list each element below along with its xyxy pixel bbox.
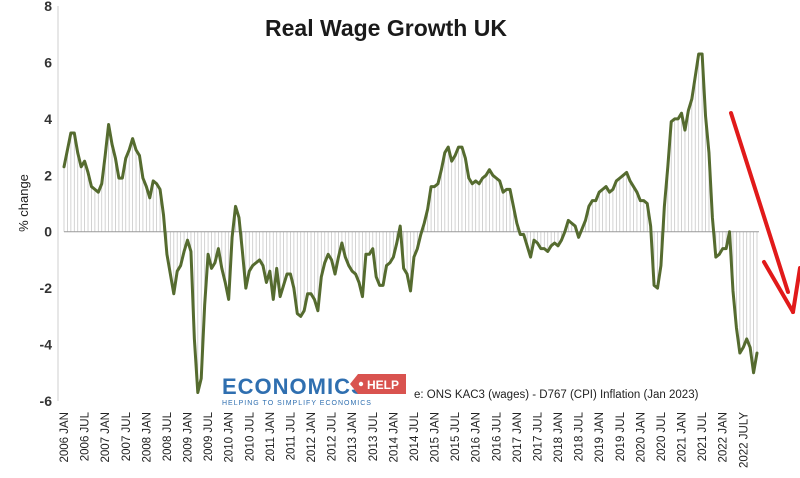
x-tick-label: 2012 JUL [327, 411, 339, 461]
x-tick-label: 2021 JAN [677, 412, 689, 463]
x-tick-label: 2010 JAN [224, 412, 236, 463]
x-tick-label: 2019 JAN [594, 412, 606, 463]
y-tick-label: -6 [40, 393, 53, 409]
red-arrow-shaft [729, 111, 790, 294]
x-tick-label: 2017 JUL [532, 411, 544, 461]
x-tick-label: 2011 JAN [265, 412, 277, 462]
y-tick-label: 4 [44, 111, 52, 127]
x-tick-label: 2009 JUL [203, 411, 215, 461]
logo-main-text: ECONOMICS [222, 374, 367, 399]
y-tick-label: 8 [44, 0, 52, 14]
x-tick-label: 2007 JUL [121, 411, 133, 461]
x-tick-label: 2007 JAN [100, 412, 112, 463]
x-tick-label: 2017 JAN [512, 412, 524, 463]
x-tick-label: 2012 JAN [306, 412, 318, 463]
x-tick-label: 2013 JUL [368, 411, 380, 461]
y-tick-label: -2 [40, 280, 53, 296]
x-tick-label: 2008 JAN [141, 412, 153, 463]
x-tick-label: 2008 JUL [162, 411, 174, 461]
chart-title: Real Wage Growth UK [265, 15, 507, 41]
x-tick-label: 2018 JUL [574, 411, 586, 461]
logo-tagline: HELPING TO SIMPLIFY ECONOMICS [222, 400, 372, 407]
economics-help-logo: ECONOMICS HELPING TO SIMPLIFY ECONOMICS … [222, 374, 406, 407]
logo-badge-tag [350, 374, 406, 394]
x-tick-label: 2011 JUL [285, 411, 297, 460]
x-tick-label: 2014 JAN [388, 412, 400, 463]
logo-badge-hole [358, 381, 364, 387]
x-tick-label: 2016 JAN [471, 412, 483, 463]
red-arrow-annotation [729, 111, 800, 314]
red-arrow-head-left [762, 260, 795, 314]
x-tick-label: 2019 JUL [615, 411, 627, 461]
x-tick-label: 2016 JUL [491, 411, 503, 461]
x-tick-label: 2022 JULY [738, 412, 750, 468]
y-tick-label: 2 [44, 167, 52, 183]
x-tick-label: 2010 JUL [244, 411, 256, 461]
x-axis-ticks: 2006 JAN 2006 JUL 2007 JAN 2007 JUL 2008 JAN… [59, 411, 750, 468]
x-tick-label: 2021 JUL [697, 411, 709, 461]
y-tick-label: 0 [44, 224, 52, 240]
x-tick-label: 2009 JAN [183, 412, 195, 463]
x-tick-label: 2015 JAN [430, 412, 442, 463]
x-tick-label: 2015 JUL [450, 411, 462, 461]
series-line [62, 52, 759, 395]
x-tick-label: 2022 JAN [718, 412, 730, 463]
y-tick-label: -4 [40, 337, 53, 353]
y-tick-label: 6 [44, 54, 52, 70]
y-axis-ticks: 8 6 4 2 0 -2 -4 -6 [40, 0, 53, 409]
x-tick-label: 2013 JAN [347, 412, 359, 463]
x-tick-label: 2020 JUL [656, 411, 668, 461]
red-arrow-head-right [791, 266, 800, 314]
logo-badge-text: HELP [367, 378, 399, 392]
x-tick-label: 2018 JAN [553, 412, 565, 463]
y-axis-label: % change [16, 174, 31, 232]
x-tick-label: 2020 JAN [635, 412, 647, 463]
x-tick-label: 2006 JAN [59, 412, 71, 463]
source-note: e: ONS KAC3 (wages) - D767 (CPI) Inflati… [414, 389, 699, 401]
x-tick-label: 2014 JUL [409, 411, 421, 461]
x-tick-label: 2006 JUL [80, 411, 92, 461]
